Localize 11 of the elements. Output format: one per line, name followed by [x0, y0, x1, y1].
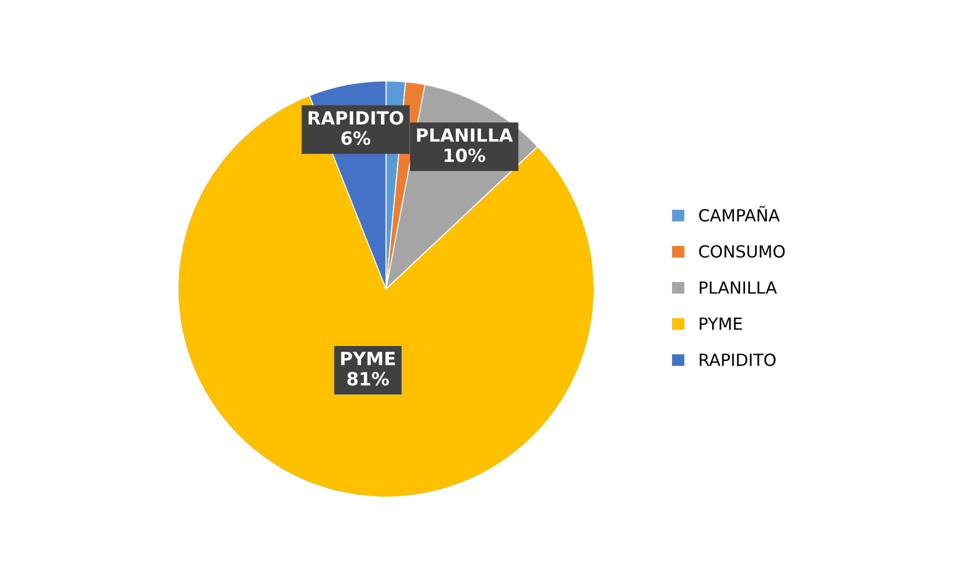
data-label: 6% [341, 131, 370, 145]
slice-label: RAPIDITO [308, 111, 404, 125]
legend-label: RAPIDITO [700, 353, 776, 366]
legend-label: PYME [700, 318, 742, 330]
legend-label: CAMPAÑA [699, 206, 780, 222]
slice-label: PLANILLA [417, 128, 513, 142]
legend-label: CONSUMO [699, 245, 785, 258]
legend-label: PLANILLA [700, 281, 777, 294]
data-label: 81% [347, 372, 389, 386]
slice-label: PYME [341, 352, 395, 366]
data-label: 10% [444, 148, 486, 162]
